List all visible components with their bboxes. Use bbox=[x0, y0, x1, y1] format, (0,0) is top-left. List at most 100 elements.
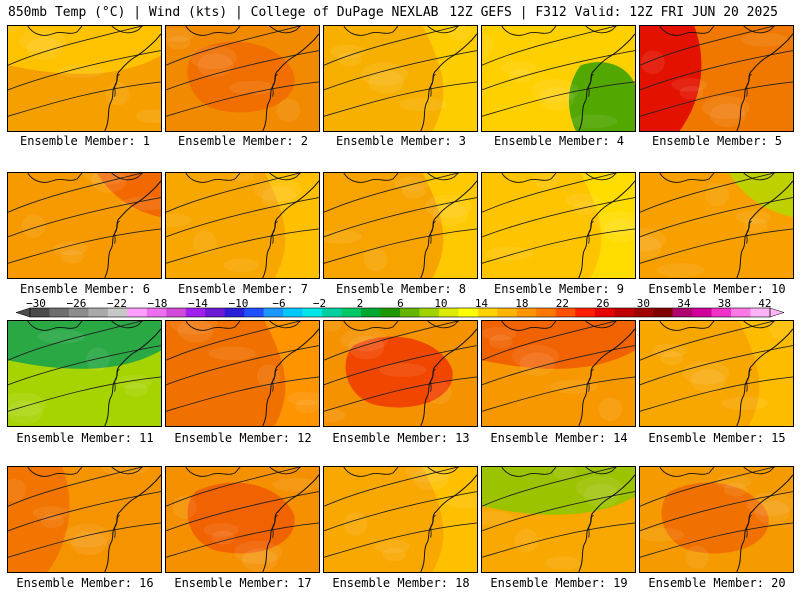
shading-texture bbox=[228, 80, 276, 95]
shading-texture bbox=[382, 547, 406, 562]
ensemble-member-label: Ensemble Member: 12 bbox=[174, 431, 312, 445]
ensemble-member-label: Ensemble Member: 5 bbox=[651, 134, 783, 148]
temperature-shading bbox=[482, 467, 635, 515]
shading-texture bbox=[363, 247, 388, 272]
ensemble-member-map bbox=[323, 25, 478, 132]
great-lakes-outline bbox=[185, 26, 301, 36]
chesapeake-bay-outline bbox=[272, 368, 278, 392]
ensemble-member-map bbox=[7, 320, 162, 427]
great-lakes-outline bbox=[185, 467, 301, 477]
height-contour bbox=[640, 522, 793, 558]
colorbar-swatch bbox=[477, 308, 498, 317]
colorbar-swatch bbox=[302, 308, 323, 317]
ensemble-member-map bbox=[323, 466, 478, 573]
map-field bbox=[482, 26, 635, 131]
ensemble-member-map bbox=[481, 172, 636, 279]
colorbar-tick-label: −30 bbox=[26, 297, 46, 310]
shading-texture bbox=[8, 392, 47, 417]
chesapeake-bay-outline bbox=[588, 514, 594, 538]
map-field bbox=[482, 173, 635, 278]
colorbar-tick-label: 34 bbox=[677, 297, 691, 310]
ensemble-member-map bbox=[165, 25, 320, 132]
ensemble-member-map bbox=[639, 172, 794, 279]
height-contour bbox=[482, 228, 635, 264]
temperature-shading bbox=[8, 467, 70, 572]
colorbar-swatch bbox=[536, 308, 557, 317]
temperature-shading bbox=[264, 173, 319, 278]
colorbar-swatch bbox=[68, 308, 89, 317]
colorbar-swatch bbox=[633, 308, 654, 317]
shading-texture bbox=[8, 400, 43, 425]
chart-title: 850mb Temp (°C) | Wind (kts) | College o… bbox=[8, 5, 439, 20]
map-field bbox=[640, 467, 793, 572]
height-contour bbox=[8, 321, 144, 361]
temperature-shading bbox=[264, 321, 319, 426]
shading-texture bbox=[18, 28, 67, 53]
great-lakes-outline bbox=[501, 321, 617, 331]
chesapeake-bay-outline bbox=[588, 73, 594, 97]
chesapeake-bay-outline bbox=[746, 514, 752, 538]
chesapeake-bay-outline bbox=[430, 368, 436, 392]
shading-texture bbox=[651, 343, 688, 358]
chesapeake-bay-outline bbox=[114, 514, 120, 538]
ensemble-member-map bbox=[481, 320, 636, 427]
shading-texture bbox=[329, 44, 366, 59]
shading-texture bbox=[166, 213, 192, 227]
height-contour bbox=[640, 467, 776, 507]
shading-texture bbox=[735, 210, 772, 225]
height-contour bbox=[482, 173, 618, 213]
coastline bbox=[578, 180, 635, 278]
temperature-shading bbox=[187, 41, 295, 113]
colorbar-swatch bbox=[107, 308, 128, 317]
coastline bbox=[420, 180, 477, 278]
colorbar-swatch bbox=[672, 308, 693, 317]
colorbar-tick-label: 30 bbox=[636, 297, 651, 310]
chesapeake-bay-outline bbox=[746, 73, 752, 97]
shading-texture bbox=[90, 173, 127, 193]
ensemble-member-label: Ensemble Member: 3 bbox=[335, 134, 467, 148]
ensemble-member-label: Ensemble Member: 11 bbox=[16, 431, 154, 445]
height-contour bbox=[640, 228, 793, 264]
shading-texture bbox=[769, 321, 793, 340]
coastline bbox=[420, 328, 477, 426]
shading-texture bbox=[583, 483, 620, 508]
temperature-shading bbox=[345, 336, 453, 408]
shading-texture bbox=[531, 78, 579, 103]
chesapeake-bay-outline bbox=[430, 514, 436, 538]
colorbar-swatch bbox=[166, 308, 187, 317]
great-lakes-outline bbox=[343, 26, 459, 36]
shading-texture bbox=[192, 230, 217, 255]
chesapeake-bay-outline bbox=[588, 368, 594, 392]
height-contour bbox=[166, 522, 319, 558]
colorbar-tick-label: 6 bbox=[397, 297, 404, 310]
shading-texture bbox=[394, 176, 430, 191]
ensemble-member-label: Ensemble Member: 8 bbox=[335, 282, 467, 296]
great-lakes-outline bbox=[343, 173, 459, 183]
shading-texture bbox=[723, 482, 748, 497]
shading-texture bbox=[343, 512, 368, 536]
temperature-colorbar: −30 −26 −22 −18 −14 −10 −6 −2 2 6 10 14 18 22 26 30 34 38… bbox=[14, 298, 786, 320]
shading-texture bbox=[32, 506, 69, 520]
height-contour bbox=[166, 173, 302, 213]
colorbar-swatch bbox=[458, 308, 479, 317]
shading-texture bbox=[640, 50, 665, 75]
colorbar-min-arrow bbox=[15, 307, 31, 318]
height-contour bbox=[482, 467, 618, 507]
shading-texture bbox=[223, 258, 259, 273]
shading-texture bbox=[124, 382, 149, 397]
ensemble-member-label: Ensemble Member: 14 bbox=[490, 431, 628, 445]
height-contour bbox=[482, 26, 618, 66]
map-field bbox=[8, 26, 161, 131]
map-field bbox=[166, 321, 319, 426]
ensemble-member-map bbox=[165, 466, 320, 573]
great-lakes-outline bbox=[501, 173, 617, 183]
ensemble-member-map bbox=[165, 172, 320, 279]
height-contour bbox=[324, 228, 477, 264]
temperature-shading bbox=[568, 62, 635, 131]
colorbar-swatch bbox=[555, 308, 576, 317]
great-lakes-outline bbox=[185, 173, 301, 183]
map-field bbox=[8, 321, 161, 426]
shading-texture bbox=[511, 344, 559, 369]
shading-texture bbox=[340, 327, 389, 352]
ensemble-member-map bbox=[639, 466, 794, 573]
